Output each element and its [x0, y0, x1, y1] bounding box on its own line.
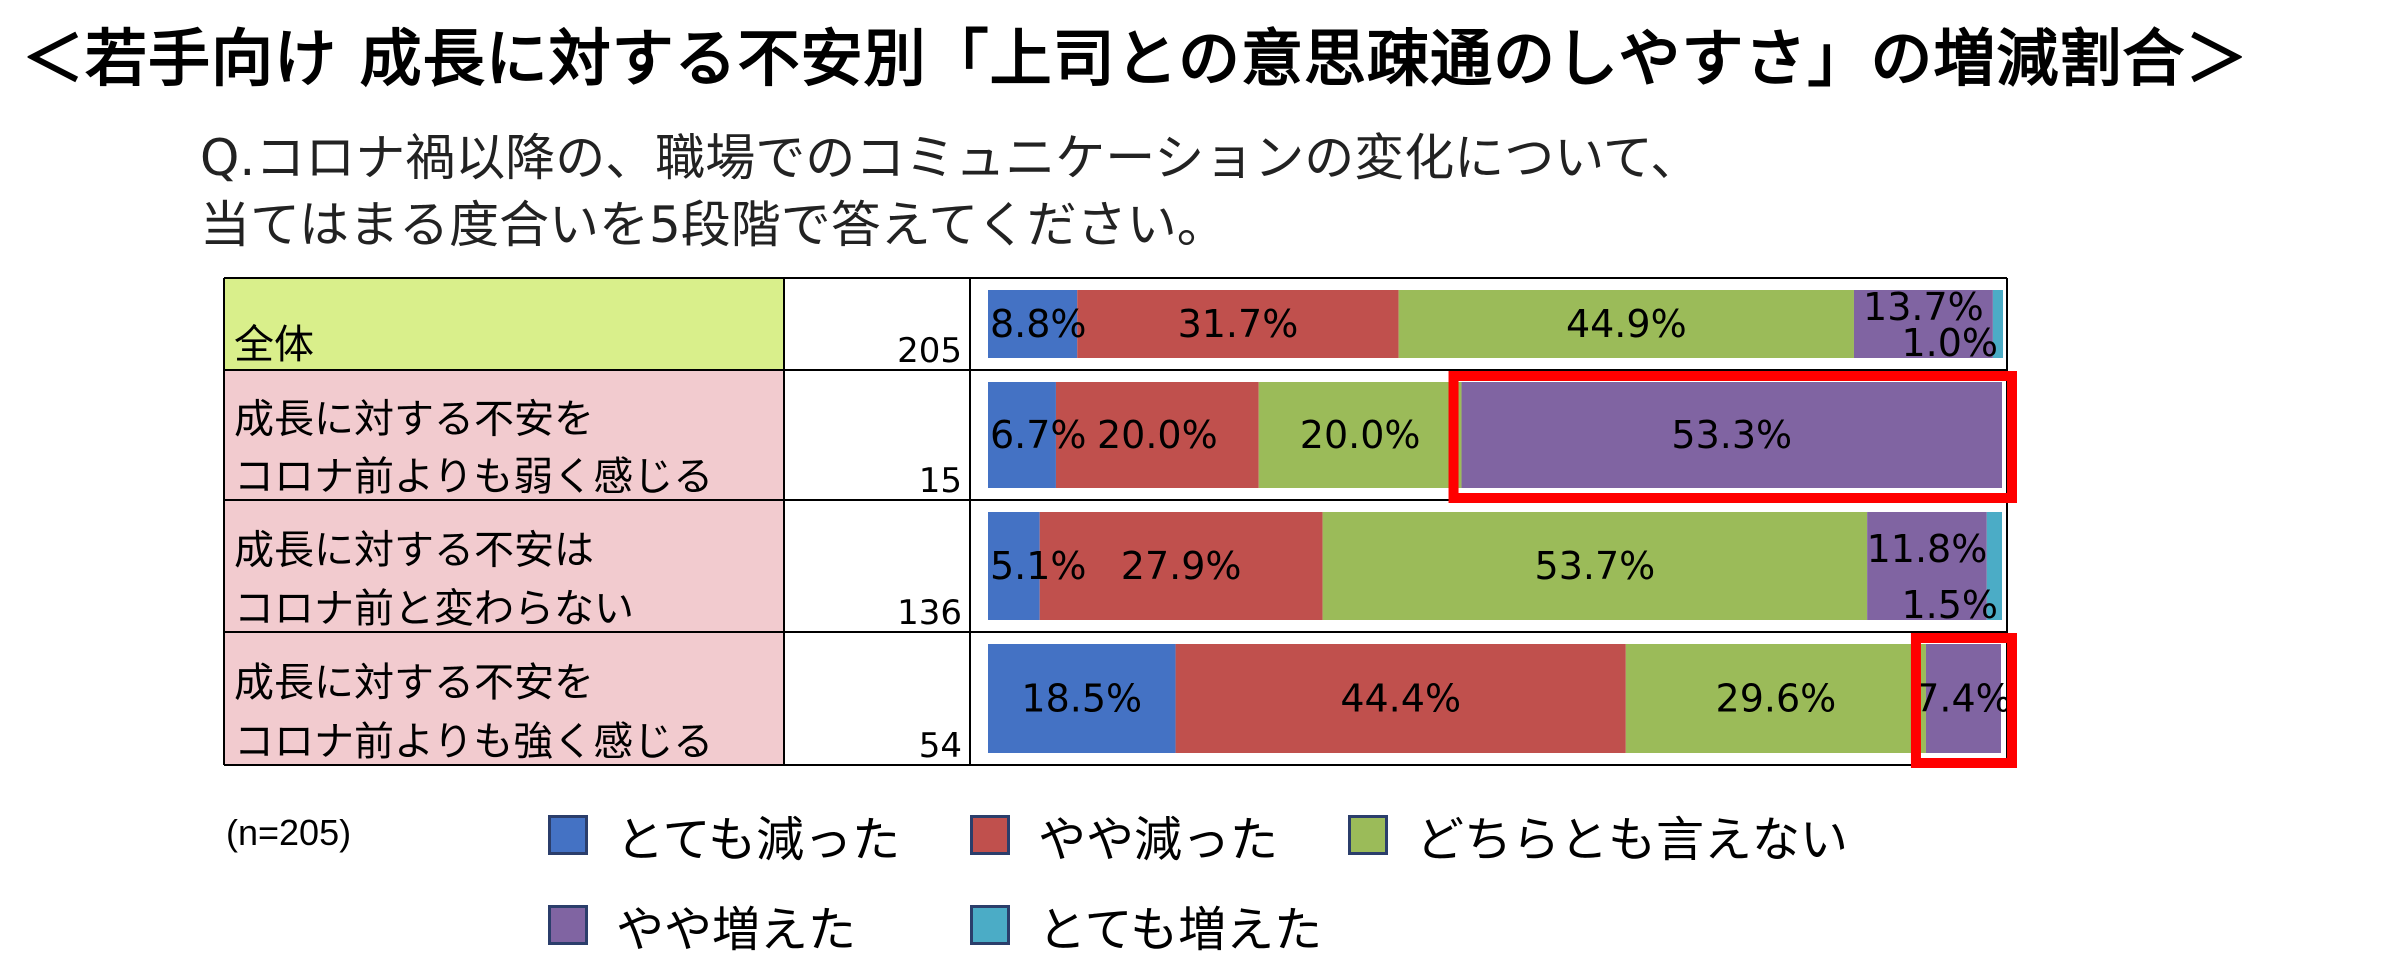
highlight-box	[1448, 371, 2017, 503]
row-label-cell	[224, 370, 784, 500]
legend-item: とても減った	[548, 800, 900, 870]
legend-item: どちらとも言えない	[1348, 800, 1848, 870]
row-label-text: コロナ前よりも強く感じる	[234, 719, 713, 765]
bar-segment	[1925, 644, 2001, 753]
data-label: 5.1%	[990, 544, 1087, 588]
bar-segment	[1398, 290, 1854, 358]
bar-segment	[988, 512, 1040, 620]
row-n-cell	[784, 632, 970, 765]
data-labels: 8.8% 31.7% 44.9% 13.7%1.0%6.7% 20.0% 20.0% 53.…	[990, 285, 2012, 721]
legend-swatch	[548, 905, 588, 945]
row-label-text: 成長に対する不安を	[234, 660, 594, 706]
bar-area	[988, 290, 2004, 753]
data-label: 13.7%	[1863, 285, 1984, 329]
data-label: 18.5%	[1021, 677, 1142, 721]
row-n-cell	[784, 500, 970, 632]
data-label: 44.9%	[1566, 302, 1687, 346]
data-label: 53.3%	[1671, 413, 1792, 457]
bar-segment	[1992, 290, 2004, 358]
row-label-text: コロナ前と変わらない	[234, 586, 634, 632]
data-label: 11.8%	[1867, 527, 1988, 571]
legend-label: とても増えた	[1038, 902, 1323, 958]
row-n-cell	[784, 278, 970, 370]
data-label: 53.7%	[1535, 544, 1656, 588]
bar-segment	[1258, 382, 1462, 488]
sample-size-note: (n=205)	[226, 812, 352, 853]
bar-segment	[1322, 512, 1868, 620]
legend-label: やや増えた	[616, 902, 857, 958]
row-n-value: 205	[897, 331, 962, 371]
legend-item: やや増えた	[548, 890, 856, 960]
data-label: 8.8%	[990, 302, 1087, 346]
row-n-value: 54	[919, 726, 962, 766]
data-label: 1.0%	[1901, 321, 1998, 365]
bar-segment	[1986, 512, 2002, 620]
bar-segment	[1039, 512, 1323, 620]
data-label: 6.7%	[990, 413, 1087, 457]
legend-label: どちらとも言えない	[1416, 812, 1849, 868]
bar-segment	[1175, 644, 1626, 753]
row-label-text: 成長に対する不安を	[234, 396, 594, 442]
row-label-cell	[224, 632, 784, 765]
bar-segment	[988, 382, 1056, 488]
bar-segment	[1625, 644, 1926, 753]
bar-segment	[1461, 382, 2002, 488]
question-line-2: 当てはまる度合いを5段階で答えてください。	[200, 196, 1227, 254]
data-label: 20.0%	[1097, 413, 1218, 457]
bar-segment	[1853, 290, 1993, 358]
legend-swatch	[548, 815, 588, 855]
row-n-value: 15	[919, 461, 962, 501]
row-label-text: 成長に対する不安は	[234, 527, 594, 573]
bar-segment	[988, 644, 1176, 753]
row-label-cell	[224, 278, 784, 370]
row-label-text: コロナ前よりも弱く感じる	[234, 454, 713, 500]
data-label: 44.4%	[1340, 677, 1461, 721]
legend-label: とても減った	[616, 812, 901, 868]
data-label: 7.4%	[1915, 677, 2012, 721]
legend-swatch	[1348, 815, 1388, 855]
highlight-box	[1910, 633, 2017, 768]
bar-segment	[1077, 290, 1399, 358]
row-n-value: 136	[897, 593, 962, 633]
legend-swatch	[970, 905, 1010, 945]
bar-segment	[988, 290, 1078, 358]
row-label-cell	[224, 500, 784, 632]
question-line-1: Q.コロナ禍以降の、職場でのコミュニケーションの変化について、	[200, 129, 1701, 187]
chart-title: ＜若手向け 成長に対する不安別「上司との意思疎通のしやすさ」の増減割合＞	[22, 22, 2249, 95]
data-label: 31.7%	[1178, 302, 1299, 346]
data-label: 29.6%	[1716, 677, 1837, 721]
highlight-boxes	[1448, 371, 2017, 768]
legend-item: やや減った	[970, 800, 1278, 870]
bar-segment	[1055, 382, 1259, 488]
legend-label: やや減った	[1038, 812, 1279, 868]
legend-swatch	[970, 815, 1010, 855]
bar-segment	[1867, 512, 1987, 620]
data-label: 27.9%	[1121, 544, 1242, 588]
data-label: 1.5%	[1901, 583, 1998, 627]
data-label: 20.0%	[1300, 413, 1421, 457]
row-label-text: 全体	[234, 322, 314, 368]
row-n-cell	[784, 370, 970, 500]
legend-item: とても増えた	[970, 890, 1322, 960]
